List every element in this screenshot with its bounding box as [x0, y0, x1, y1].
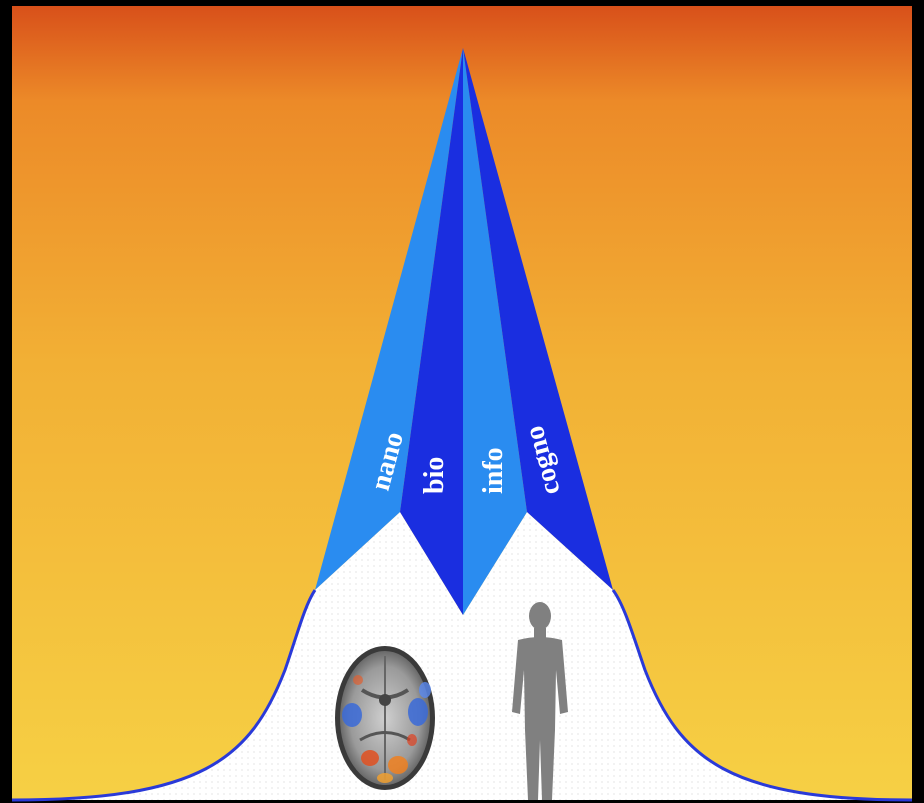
convergence-spire	[315, 48, 613, 615]
field-segment-bio	[400, 48, 463, 615]
brain-scan-image	[335, 646, 435, 790]
field-segment-info	[463, 48, 527, 615]
field-segment-cogno	[463, 48, 613, 590]
human-silhouette-icon	[512, 602, 568, 800]
field-label-bio: bio	[419, 457, 450, 494]
field-label-info: info	[478, 447, 509, 494]
bell-curve-outline	[11, 589, 317, 802]
bell-curve-area	[12, 512, 912, 800]
field-segment-nano	[315, 48, 463, 590]
bell-curve-outline-right	[611, 589, 913, 802]
